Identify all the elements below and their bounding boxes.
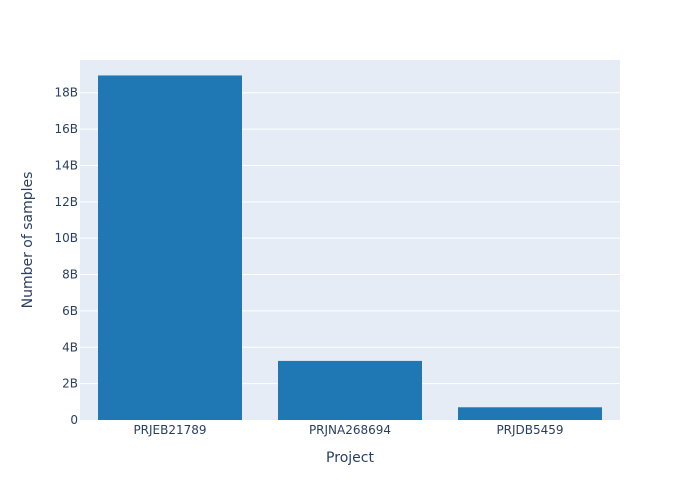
- x-axis-ticks: PRJEB21789 PRJNA268694 PRJDB5459: [133, 423, 563, 437]
- y-tick-label: 8B: [62, 268, 78, 282]
- bars: [98, 75, 602, 421]
- x-tick-label: PRJNA268694: [309, 423, 391, 437]
- y-tick-label: 4B: [62, 340, 78, 354]
- x-axis-title: Project: [326, 450, 374, 466]
- y-tick-label: 18B: [54, 86, 78, 100]
- y-tick-label: 16B: [54, 122, 78, 136]
- y-axis-ticks: 0 2B 4B 6B 8B 10B 12B 14B 16B 18B: [54, 86, 78, 427]
- y-tick-label: 14B: [54, 158, 78, 172]
- bar-prjna268694[interactable]: [278, 360, 422, 420]
- x-tick-label: PRJEB21789: [133, 423, 206, 437]
- y-axis-title: Number of samples: [20, 172, 36, 309]
- y-tick-label: 6B: [62, 304, 78, 318]
- y-tick-label: 2B: [62, 377, 78, 391]
- bar-prjeb21789[interactable]: [98, 75, 242, 421]
- y-tick-label: 10B: [54, 231, 78, 245]
- x-tick-label: PRJDB5459: [496, 423, 563, 437]
- y-tick-label: 12B: [54, 195, 78, 209]
- y-tick-label: 0: [70, 413, 78, 427]
- bar-prjdb5459[interactable]: [458, 407, 602, 420]
